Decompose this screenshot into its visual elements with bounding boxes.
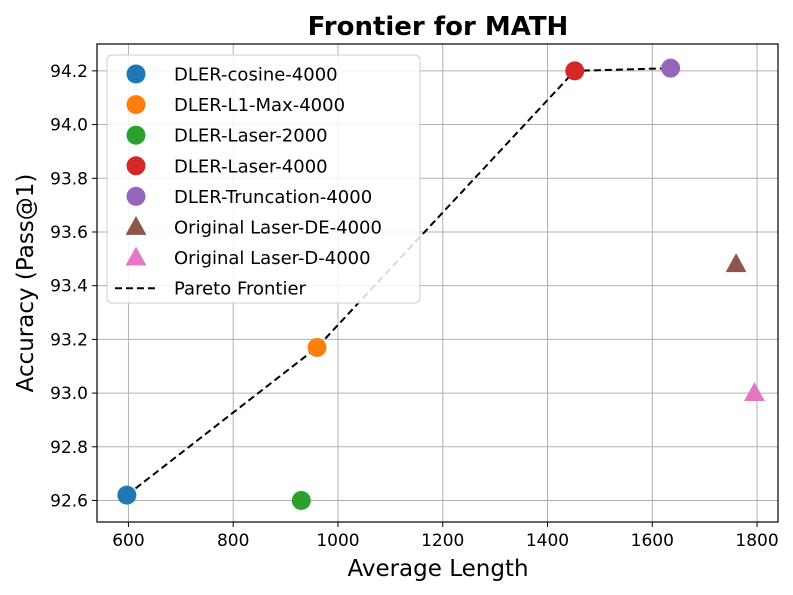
y-tick-label: 93.8 <box>50 169 88 189</box>
x-tick-label: 800 <box>217 531 249 551</box>
legend-label: DLER-cosine-4000 <box>174 65 338 86</box>
y-tick-label: 93.4 <box>50 277 88 297</box>
data-point-circle <box>307 337 327 357</box>
x-tick-label: 1800 <box>735 531 778 551</box>
x-tick-label: 1200 <box>421 531 464 551</box>
y-tick-label: 94.0 <box>50 116 88 136</box>
data-point-triangle <box>743 382 765 402</box>
y-tick-label: 94.2 <box>50 62 88 82</box>
data-point-circle <box>291 491 311 511</box>
chart-title: Frontier for MATH <box>308 12 569 42</box>
legend-swatch-circle <box>126 156 146 176</box>
legend-label: DLER-Truncation-4000 <box>174 187 372 208</box>
legend-swatch-circle <box>126 186 146 206</box>
plot-frame <box>96 43 779 523</box>
x-tick-label: 1000 <box>316 531 359 551</box>
data-point-circle <box>565 61 585 81</box>
data-point-triangle <box>725 253 747 273</box>
pareto-frontier-layer <box>126 67 671 496</box>
y-tick-label: 93.0 <box>50 384 88 404</box>
pareto-frontier-line <box>126 67 671 496</box>
legend-label: DLER-Laser-4000 <box>174 156 328 177</box>
x-axis-title: Average Length <box>347 556 528 582</box>
legend-swatch-circle <box>126 64 146 84</box>
legend-swatch-triangle <box>125 216 147 235</box>
y-tick-label: 93.2 <box>50 330 88 350</box>
legend-swatch-triangle <box>125 246 147 266</box>
legend-box <box>106 54 421 304</box>
legend-label: Pareto Frontier <box>174 279 307 300</box>
data-points <box>117 58 765 511</box>
x-tick-label: 1600 <box>631 531 674 551</box>
y-tick-label: 93.6 <box>50 223 88 243</box>
data-point-circle <box>117 485 137 505</box>
legend-label: Original Laser-DE-4000 <box>174 218 382 239</box>
y-axis-title: Accuracy (Pass@1) <box>13 174 39 393</box>
data-point-circle <box>661 58 681 78</box>
legend-label: DLER-L1-Max-4000 <box>174 95 345 116</box>
y-tick-label: 92.8 <box>50 438 88 458</box>
x-tick-label: 1400 <box>526 531 569 551</box>
axis-ticks: 600 800 1000 1200 1400 1600 1800 92.6 92.8 93.0 93… <box>50 62 779 551</box>
legend-label: Original Laser-D-4000 <box>174 248 371 269</box>
legend: DLER-cosine-4000 DLER-L1-Max-4000 DLER-Las… <box>106 54 421 304</box>
legend-swatch-circle <box>126 125 146 145</box>
y-tick-label: 92.6 <box>50 492 88 512</box>
x-tick-label: 600 <box>112 531 144 551</box>
legend-swatch-circle <box>126 95 146 115</box>
legend-label: DLER-Laser-2000 <box>174 126 328 147</box>
